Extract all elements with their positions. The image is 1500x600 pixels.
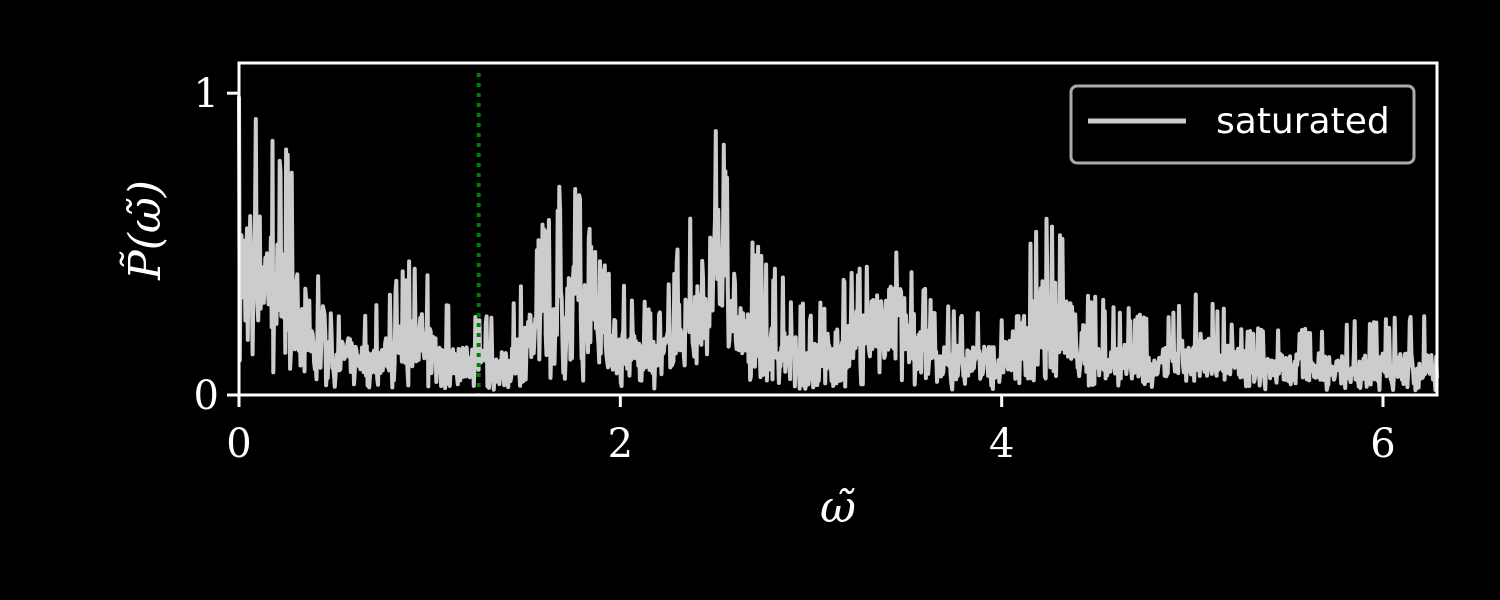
series-line-saturated (237, 96, 1439, 393)
plot-frame (237, 61, 1439, 397)
x-tick-label: 2 (608, 421, 633, 467)
x-tick-label: 4 (989, 421, 1014, 467)
x-tick-label: 6 (1370, 421, 1395, 467)
y-tick-label: 1 (194, 71, 219, 117)
series-layer (237, 96, 1439, 393)
x-axis-label: ω̃ (820, 482, 856, 533)
y-axis-label: P̃(ω̃) (118, 180, 171, 281)
legend: saturated (1069, 84, 1416, 165)
ticks-layer: 0 2 4 6 0 1 (194, 71, 1396, 467)
legend-box (1069, 84, 1416, 165)
legend-label: saturated (1216, 101, 1390, 142)
x-tick-label: 0 (226, 421, 251, 467)
y-tick-label: 0 (194, 373, 219, 419)
